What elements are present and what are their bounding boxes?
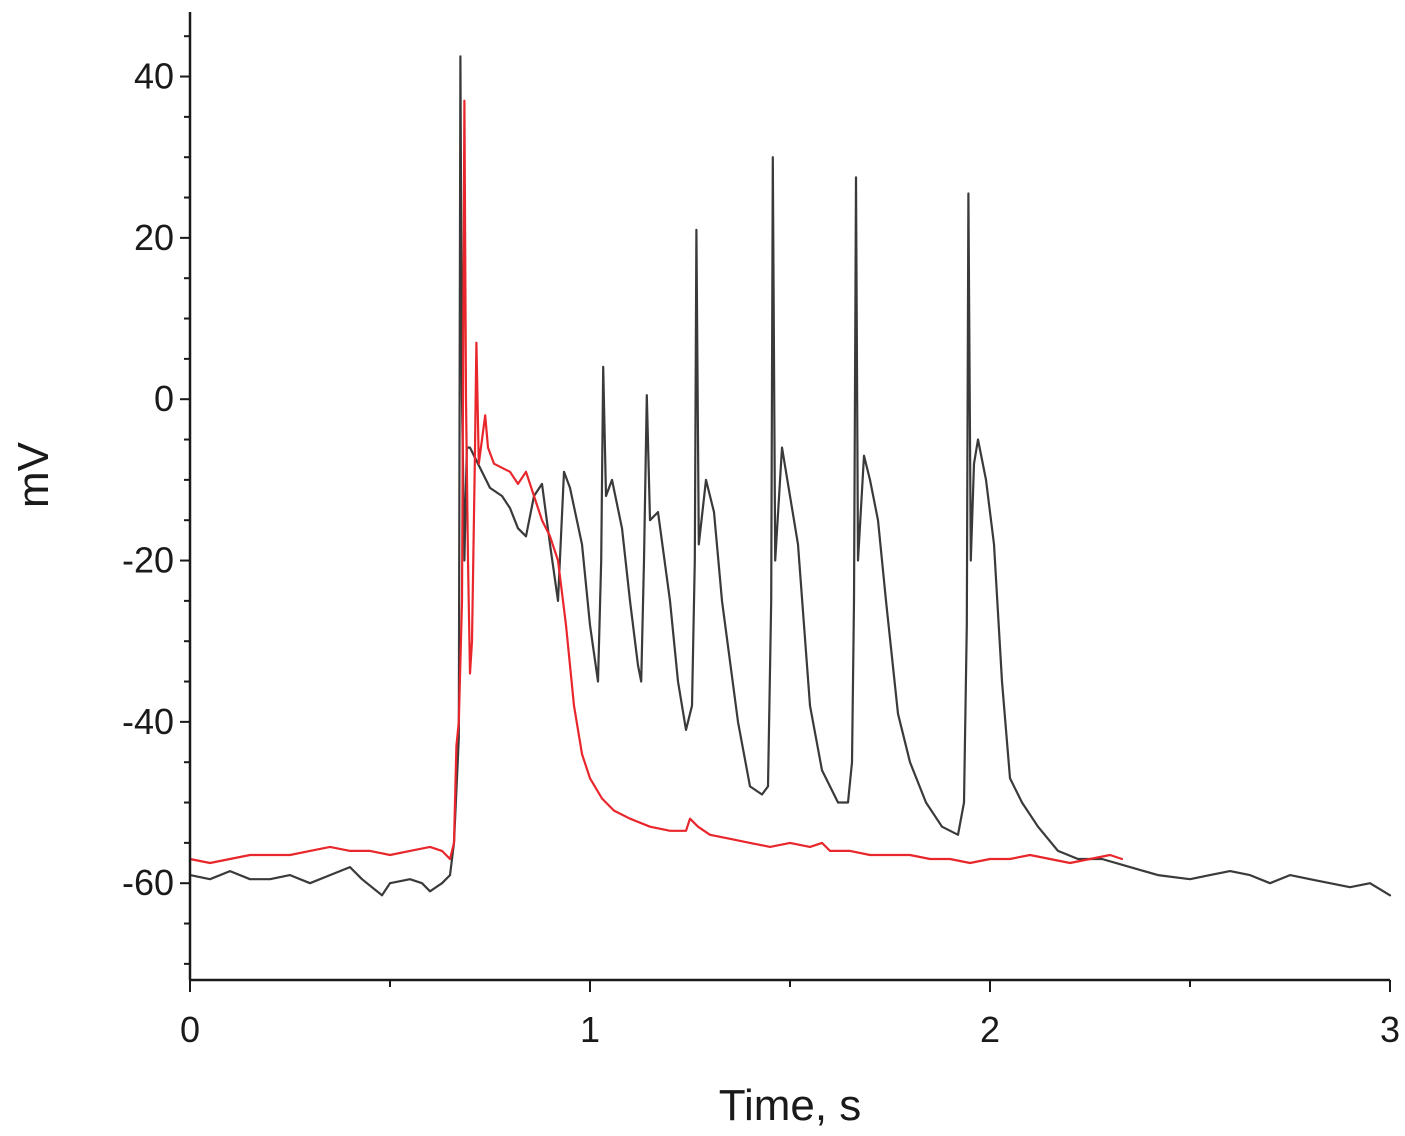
y-tick-label: 40 <box>134 56 174 97</box>
y-tick-label: -40 <box>122 701 174 742</box>
axes: -60 -40 -20 0 20 40 0 1 2 3 <box>122 12 1400 1050</box>
y-axis-title: mV <box>9 441 58 508</box>
y-tick-label: -20 <box>122 540 174 581</box>
x-tick-label: 2 <box>980 1009 1000 1050</box>
series-line-red <box>188 99 1124 865</box>
x-axis-title: Time, s <box>719 1081 862 1130</box>
series-line-black <box>188 55 1392 897</box>
x-tick-label: 3 <box>1380 1009 1400 1050</box>
plot-area <box>188 55 1392 897</box>
x-tick-label: 0 <box>180 1009 200 1050</box>
x-tick-label: 1 <box>580 1009 600 1050</box>
y-tick-label: 0 <box>154 378 174 419</box>
y-tick-label: -60 <box>122 862 174 903</box>
y-tick-label: 20 <box>134 217 174 258</box>
